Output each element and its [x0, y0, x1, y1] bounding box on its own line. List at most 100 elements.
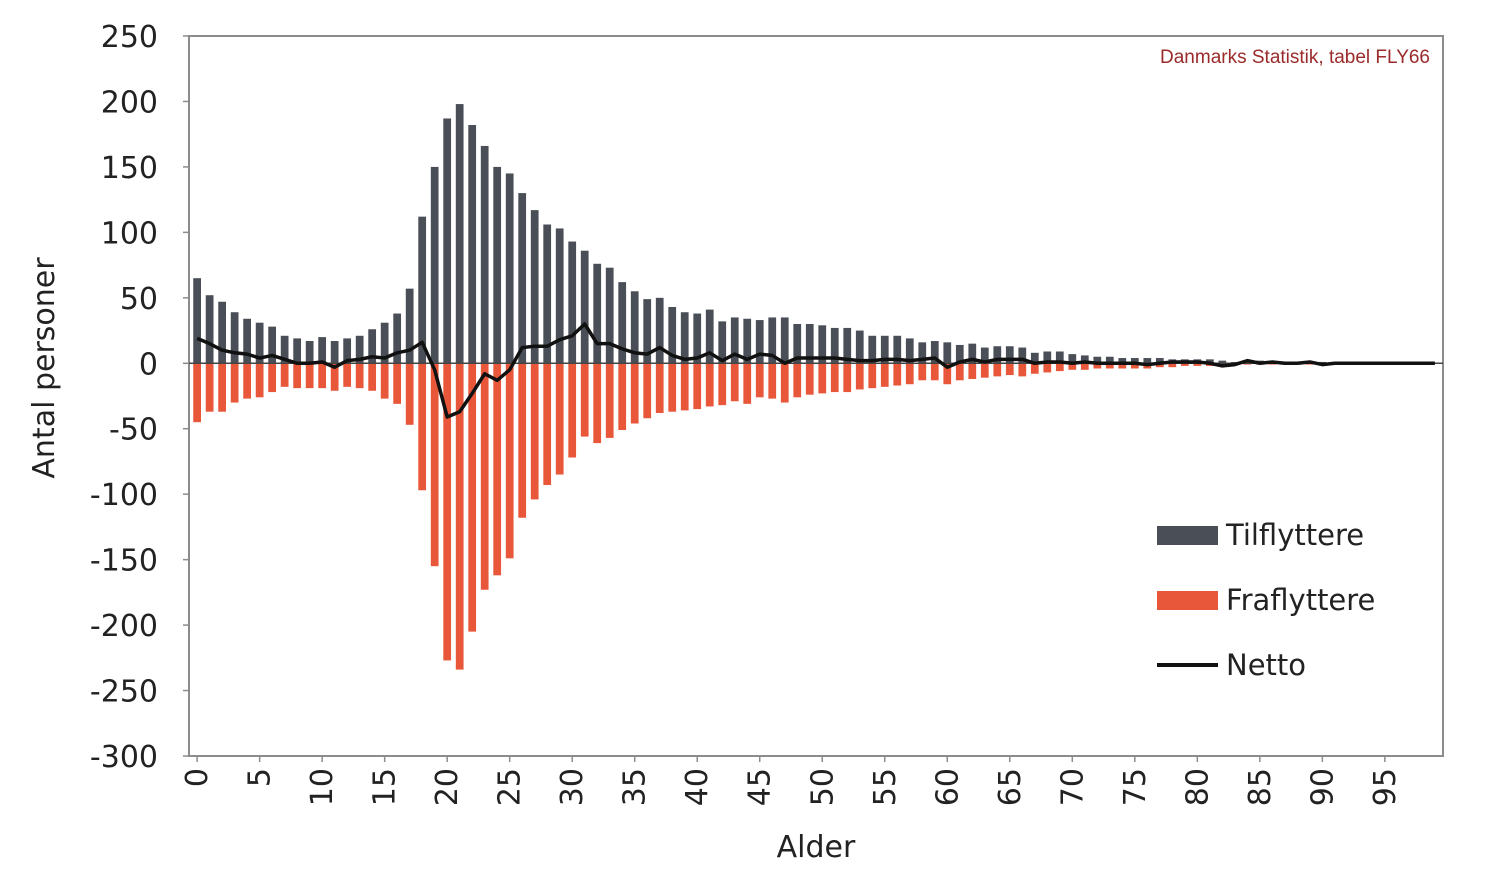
bar-fraflyttere-56	[893, 363, 902, 386]
bar-tilflyttere-29	[555, 228, 564, 364]
bar-tilflyttere-44	[743, 318, 752, 364]
bar-tilflyttere-45	[755, 320, 764, 364]
x-tick-label: 10	[305, 768, 340, 806]
y-axis-title: Antal personer	[27, 257, 62, 479]
bar-fraflyttere-10	[318, 363, 327, 389]
x-axis-title: Alder	[777, 830, 856, 865]
bar-tilflyttere-35	[630, 291, 639, 364]
bar-fraflyttere-23	[480, 363, 489, 590]
bar-tilflyttere-6	[268, 326, 277, 364]
bar-fraflyttere-48	[793, 363, 802, 398]
bar-tilflyttere-2	[218, 301, 227, 364]
y-axis: 250 200 150 100 50 0 -50 -100 -150 -200 -250 -300	[90, 20, 189, 775]
bar-tilflyttere-67	[1030, 352, 1039, 364]
bar-tilflyttere-49	[805, 324, 814, 364]
bar-fraflyttere-66	[1018, 363, 1027, 377]
bar-tilflyttere-75	[1130, 358, 1139, 364]
bar-fraflyttere-3	[230, 363, 239, 403]
bar-fraflyttere-61	[955, 363, 964, 381]
bar-tilflyttere-17	[405, 288, 414, 364]
bar-tilflyttere-23	[480, 145, 489, 364]
bar-tilflyttere-0	[193, 278, 201, 364]
x-tick-label: 80	[1180, 768, 1215, 806]
bar-fraflyttere-75	[1130, 363, 1139, 369]
bar-fraflyttere-2	[218, 363, 227, 412]
bar-tilflyttere-32	[593, 263, 602, 364]
bar-fraflyttere-43	[730, 363, 739, 402]
bar-tilflyttere-65	[1005, 346, 1014, 364]
bar-fraflyttere-36	[643, 363, 652, 419]
bar-tilflyttere-63	[980, 347, 989, 364]
bar-tilflyttere-3	[230, 312, 239, 364]
bar-tilflyttere-8	[293, 338, 302, 364]
bar-tilflyttere-57	[905, 338, 914, 364]
x-tick-label: 75	[1118, 768, 1153, 806]
bar-fraflyttere-1	[205, 363, 214, 412]
bar-fraflyttere-38	[668, 363, 677, 412]
bar-fraflyttere-50	[818, 363, 827, 394]
bar-tilflyttere-60	[943, 342, 952, 364]
x-tick-label: 50	[805, 768, 840, 806]
bar-tilflyttere-54	[868, 335, 877, 364]
bar-tilflyttere-43	[730, 317, 739, 364]
bar-fraflyttere-77	[1155, 363, 1164, 368]
bar-tilflyttere-66	[1018, 347, 1027, 364]
bar-tilflyttere-38	[668, 306, 677, 364]
bar-fraflyttere-40	[693, 363, 702, 410]
bar-fraflyttere-34	[618, 363, 627, 431]
bar-fraflyttere-55	[880, 363, 889, 387]
bar-fraflyttere-67	[1030, 363, 1039, 374]
line-layer	[196, 322, 1435, 419]
bar-tilflyttere-4	[243, 318, 252, 364]
legend-label-fraflyttere: Fraflyttere	[1226, 583, 1375, 617]
bar-fraflyttere-59	[930, 363, 939, 381]
bar-tilflyttere-62	[968, 343, 977, 364]
y-tick-label: -250	[90, 675, 158, 710]
y-tick-label: -150	[90, 544, 158, 579]
bar-fraflyttere-39	[680, 363, 689, 411]
bar-fraflyttere-4	[243, 363, 252, 399]
bar-fraflyttere-13	[355, 363, 364, 389]
bar-fraflyttere-12	[343, 363, 352, 387]
bar-fraflyttere-31	[580, 363, 589, 437]
bar-fraflyttere-16	[393, 363, 402, 404]
bar-fraflyttere-25	[505, 363, 514, 559]
bar-tilflyttere-81	[1205, 359, 1214, 364]
bar-tilflyttere-41	[705, 309, 714, 364]
y-tick-label: 200	[101, 85, 158, 120]
bars-layer	[193, 104, 1402, 670]
bar-tilflyttere-82	[1218, 360, 1227, 364]
bar-fraflyttere-6	[268, 363, 277, 393]
bar-fraflyttere-47	[780, 363, 789, 403]
bar-fraflyttere-0	[193, 363, 201, 423]
bar-fraflyttere-30	[568, 363, 577, 458]
bar-fraflyttere-24	[493, 363, 502, 576]
bar-tilflyttere-73	[1105, 356, 1114, 364]
bar-tilflyttere-77	[1155, 358, 1164, 364]
x-tick-label: 40	[680, 768, 715, 806]
x-tick-label: 5	[243, 768, 278, 787]
bar-tilflyttere-26	[518, 193, 527, 364]
x-tick-label: 45	[743, 768, 778, 806]
bar-fraflyttere-20	[443, 363, 452, 661]
bar-fraflyttere-33	[605, 363, 614, 438]
bar-tilflyttere-15	[380, 322, 389, 364]
x-tick-label: 35	[618, 768, 653, 806]
x-tick-label: 65	[993, 768, 1028, 806]
y-tick-label: -200	[90, 609, 158, 644]
bar-fraflyttere-49	[805, 363, 814, 395]
bar-tilflyttere-16	[393, 313, 402, 364]
bar-tilflyttere-13	[355, 335, 364, 364]
bar-tilflyttere-68	[1043, 351, 1052, 364]
bar-fraflyttere-52	[843, 363, 852, 393]
bar-tilflyttere-27	[530, 210, 539, 364]
y-tick-label: 0	[139, 347, 158, 382]
bar-tilflyttere-11	[330, 341, 339, 364]
bar-tilflyttere-20	[443, 118, 452, 364]
bar-tilflyttere-40	[693, 313, 702, 364]
bar-fraflyttere-42	[718, 363, 727, 406]
legend-swatch-fraflyttere	[1157, 591, 1218, 610]
bar-fraflyttere-29	[555, 363, 564, 475]
bar-fraflyttere-58	[918, 363, 927, 381]
